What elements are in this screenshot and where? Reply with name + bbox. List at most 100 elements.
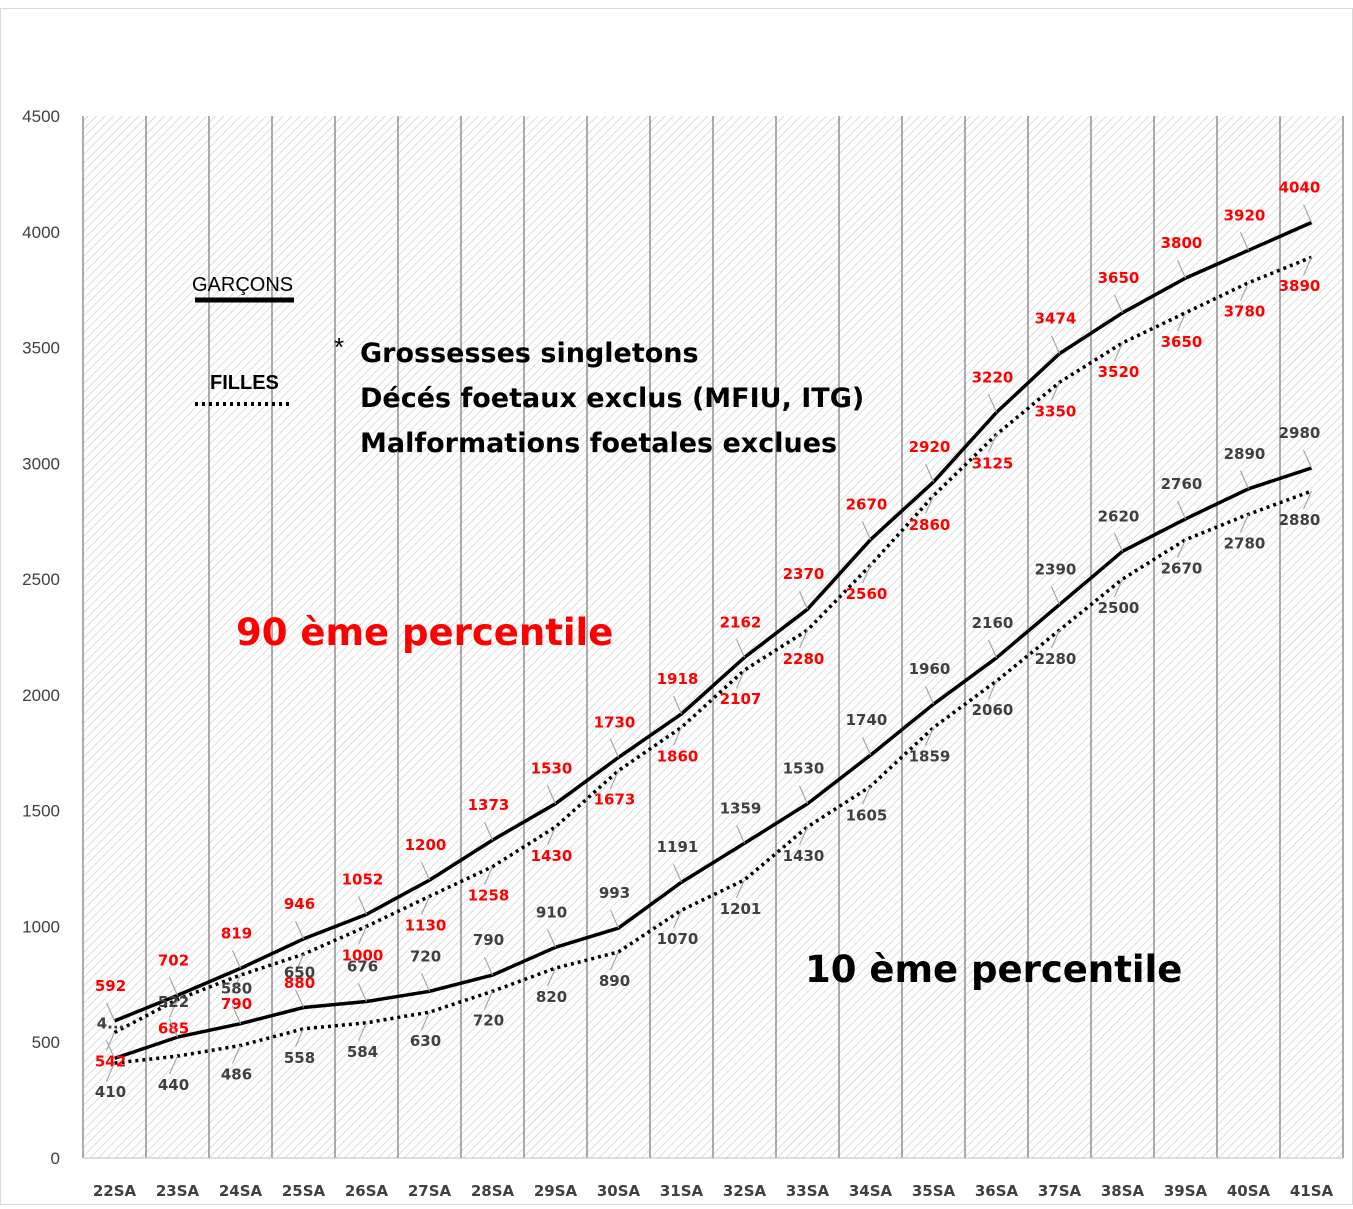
x-tick-label: 34SA xyxy=(849,1182,893,1200)
leader-line xyxy=(546,967,557,987)
leader-line xyxy=(798,629,809,649)
note-line-3: Malformations foetales exclues xyxy=(360,428,837,459)
y-tick-label: 2000 xyxy=(22,686,60,705)
note-star: * xyxy=(334,332,344,362)
data-label: 1740 xyxy=(846,711,888,729)
data-label: 790 xyxy=(221,995,252,1013)
leader-line xyxy=(735,825,746,844)
data-label: 558 xyxy=(284,1049,315,1067)
data-label: 2920 xyxy=(909,438,951,456)
leader-line xyxy=(1113,342,1124,362)
leader-line xyxy=(1176,312,1187,332)
leader-line xyxy=(168,1055,179,1075)
data-label: 1860 xyxy=(657,747,699,765)
data-label: 1918 xyxy=(657,670,699,688)
data-label: 1530 xyxy=(783,760,825,778)
y-tick-label: 3500 xyxy=(22,339,60,358)
data-label: 2670 xyxy=(1161,560,1203,578)
x-tick-label: 26SA xyxy=(345,1182,389,1200)
data-label: 2370 xyxy=(783,565,825,583)
x-tick-label: 30SA xyxy=(597,1182,641,1200)
leader-line xyxy=(1239,282,1250,301)
leader-line xyxy=(924,685,935,705)
data-label: 1191 xyxy=(657,838,699,856)
leader-line xyxy=(1050,586,1061,605)
data-label: 993 xyxy=(599,884,630,902)
leader-line xyxy=(735,639,746,658)
leader-line xyxy=(1239,470,1250,490)
data-label: 1605 xyxy=(846,806,888,824)
x-tick-label: 35SA xyxy=(912,1182,956,1200)
data-label: 1052 xyxy=(342,870,384,888)
leader-line xyxy=(924,463,935,483)
leader-line xyxy=(1050,629,1061,649)
leader-line xyxy=(1113,294,1124,314)
data-label: 2500 xyxy=(1098,599,1140,617)
leader-line xyxy=(231,950,242,969)
data-label: 1960 xyxy=(909,660,951,678)
vertical-gridlines xyxy=(82,116,1344,1159)
data-label: 2880 xyxy=(1279,511,1321,529)
y-tick-label: 0 xyxy=(51,1149,60,1168)
data-label: 3780 xyxy=(1224,303,1266,321)
x-tick-label: 25SA xyxy=(282,1182,326,1200)
leader-line xyxy=(861,564,872,584)
data-label: 910 xyxy=(536,903,567,921)
x-tick-label: 29SA xyxy=(534,1182,578,1200)
notes: * Grossesses singletons Décés foetaux ex… xyxy=(334,332,864,459)
leader-line xyxy=(609,951,620,971)
y-tick-label: 4000 xyxy=(22,223,60,242)
leader-line xyxy=(861,736,872,756)
data-label: 946 xyxy=(284,895,315,913)
note-line-1: Grossesses singletons xyxy=(360,338,699,369)
leader-line xyxy=(1176,500,1187,520)
leader-line xyxy=(420,1011,431,1031)
leader-line xyxy=(483,956,494,976)
x-tick-label: 32SA xyxy=(723,1182,767,1200)
x-tick-label: 37SA xyxy=(1038,1182,1082,1200)
data-label: 1530 xyxy=(531,760,573,778)
y-tick-label: 2500 xyxy=(22,570,60,589)
data-label: 1359 xyxy=(720,799,762,817)
leader-line xyxy=(105,1040,116,1059)
leader-line xyxy=(1239,232,1250,251)
x-tick-label: 24SA xyxy=(219,1182,263,1200)
leader-line xyxy=(798,590,809,610)
leader-line xyxy=(1113,533,1124,552)
leader-line xyxy=(735,879,746,899)
leader-line xyxy=(1302,490,1313,510)
data-label: 650 xyxy=(284,963,315,981)
data-label: 890 xyxy=(599,972,630,990)
x-tick-label: 41SA xyxy=(1290,1182,1334,1200)
leader-line xyxy=(1176,259,1187,279)
p90-title: 90 ème percentile xyxy=(236,611,613,654)
leader-line xyxy=(924,727,935,746)
leader-line xyxy=(357,926,368,945)
leader-line xyxy=(294,953,305,973)
leader-line xyxy=(105,1062,116,1082)
leader-line xyxy=(294,920,305,940)
data-label: 1430 xyxy=(783,847,825,865)
leader-line xyxy=(231,974,242,994)
leader-line xyxy=(105,1002,116,1022)
leader-line xyxy=(357,1022,368,1042)
data-label: 819 xyxy=(221,924,252,942)
data-label: 1000 xyxy=(342,946,384,964)
data-label: 584 xyxy=(347,1043,378,1061)
leader-line xyxy=(1302,204,1313,223)
leader-line xyxy=(609,739,620,758)
data-label: 3890 xyxy=(1279,277,1321,295)
y-tick-label: 500 xyxy=(32,1033,60,1052)
legend-label-filles: FILLES xyxy=(210,372,279,394)
data-label: 486 xyxy=(221,1065,252,1083)
data-label: 720 xyxy=(410,947,441,965)
data-label: 820 xyxy=(536,988,567,1006)
data-label: 3125 xyxy=(972,454,1014,472)
x-tick-label: 33SA xyxy=(786,1182,830,1200)
y-tick-label: 1000 xyxy=(22,917,60,936)
data-label: 676 xyxy=(347,957,378,975)
leader-line xyxy=(609,909,620,929)
data-label: 1130 xyxy=(405,916,447,934)
leader-line xyxy=(1302,257,1313,276)
x-axis-ticks: 22SA 23SA 24SA 25SA 26SA 27SA 28SA 29SA 30SA 31SA… xyxy=(93,1182,1334,1200)
